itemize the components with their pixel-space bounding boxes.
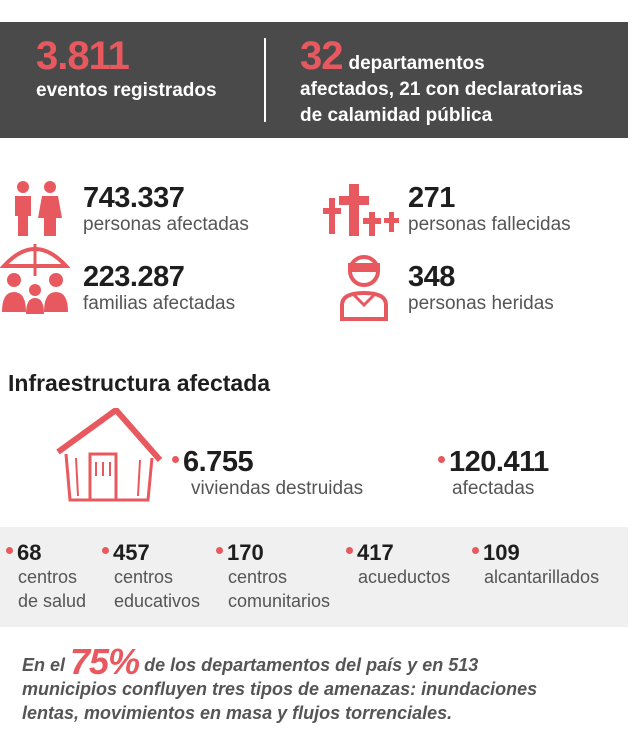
bullet-dot: [216, 546, 223, 554]
injured-stat: 348 personas heridas: [408, 262, 554, 316]
facilities-band: 68 centros de salud 457 centros educativ…: [0, 527, 628, 627]
injured-person-icon: [340, 255, 388, 321]
facility-label-line1: acueductos: [358, 567, 451, 587]
injured-count: 348: [408, 261, 455, 293]
facility-label-line1: centros: [18, 567, 78, 587]
infrastructure-title: Infraestructura afectada: [8, 370, 271, 396]
facility-value: 68: [17, 540, 42, 565]
affected-people-stat: 743.337 personas afectadas: [83, 183, 249, 237]
departments-line2: afectados, 21 con declaratorias: [300, 79, 584, 100]
bullet-dot: [6, 546, 13, 554]
deceased-label: personas fallecidas: [408, 214, 571, 235]
note-line3: lentas, movimientos en masa y flujos tor…: [22, 703, 453, 723]
crosses-icon: [323, 184, 399, 236]
affected-people-label: personas afectadas: [83, 214, 249, 235]
facility-item: 170 centros comunitarios: [216, 541, 330, 613]
summary-band: 3.811 eventos registrados 32 departament…: [0, 22, 628, 138]
facility-item: 457 centros educativos: [102, 541, 200, 613]
facility-value: 109: [483, 540, 520, 565]
homes-affected-label: afectadas: [452, 478, 535, 499]
homes-affected-count: 120.411: [449, 446, 549, 478]
events-count: 3.811: [36, 34, 130, 78]
affected-people-count: 743.337: [83, 182, 185, 214]
departments-summary: 32 departamentos afectados, 21 con decla…: [300, 36, 620, 129]
facility-value: 457: [113, 540, 150, 565]
departments-line1: departamentos: [348, 53, 485, 74]
bullet-dot: [102, 546, 109, 554]
facility-label-line1: alcantarillados: [484, 567, 600, 587]
facility-item: 417 acueductos: [346, 541, 450, 589]
facility-item: 68 centros de salud: [6, 541, 86, 613]
families-count: 223.287: [83, 261, 185, 293]
house-icon: [56, 408, 162, 502]
homes-destroyed-label: viviendas destruidas: [191, 478, 364, 499]
bullet-dot: [438, 455, 445, 463]
bullet-dot: [472, 546, 479, 554]
events-summary: 3.811 eventos registrados: [36, 36, 217, 104]
facility-value: 417: [357, 540, 394, 565]
band-divider: [264, 38, 266, 122]
family-umbrella-icon: [0, 244, 70, 314]
note-percent: 75%: [70, 641, 140, 682]
homes-affected-stat: 120.411 afectadas: [438, 447, 549, 501]
note-line2: municipios confluyen tres tipos de amena…: [22, 679, 538, 699]
families-label: familias afectadas: [83, 293, 236, 314]
families-stat: 223.287 familias afectadas: [83, 262, 235, 316]
bullet-dot: [346, 546, 353, 554]
facility-label-line1: centros: [114, 567, 174, 587]
facility-label-line2: comunitarios: [228, 591, 331, 611]
facility-item: 109 alcantarillados: [472, 541, 599, 589]
note-prefix: En el: [22, 655, 66, 675]
facility-label-line2: de salud: [18, 591, 87, 611]
note-line1: de los departamentos del país y en 513: [144, 655, 479, 675]
injured-label: personas heridas: [408, 293, 554, 314]
departments-line3: de calamidad pública: [300, 105, 493, 126]
bullet-dot: [172, 455, 179, 463]
facility-value: 170: [227, 540, 264, 565]
homes-destroyed-count: 6.755: [183, 446, 254, 478]
facility-label-line2: educativos: [114, 591, 201, 611]
threats-note: En el 75% de los departamentos del país …: [22, 644, 622, 725]
people-icon: [15, 181, 62, 236]
departments-count: 32: [300, 34, 343, 78]
deceased-stat: 271 personas fallecidas: [408, 183, 571, 237]
facility-label-line1: centros: [228, 567, 288, 587]
homes-destroyed-stat: 6.755 viviendas destruidas: [172, 447, 363, 501]
events-label: eventos registrados: [36, 80, 217, 101]
deceased-count: 271: [408, 182, 455, 214]
